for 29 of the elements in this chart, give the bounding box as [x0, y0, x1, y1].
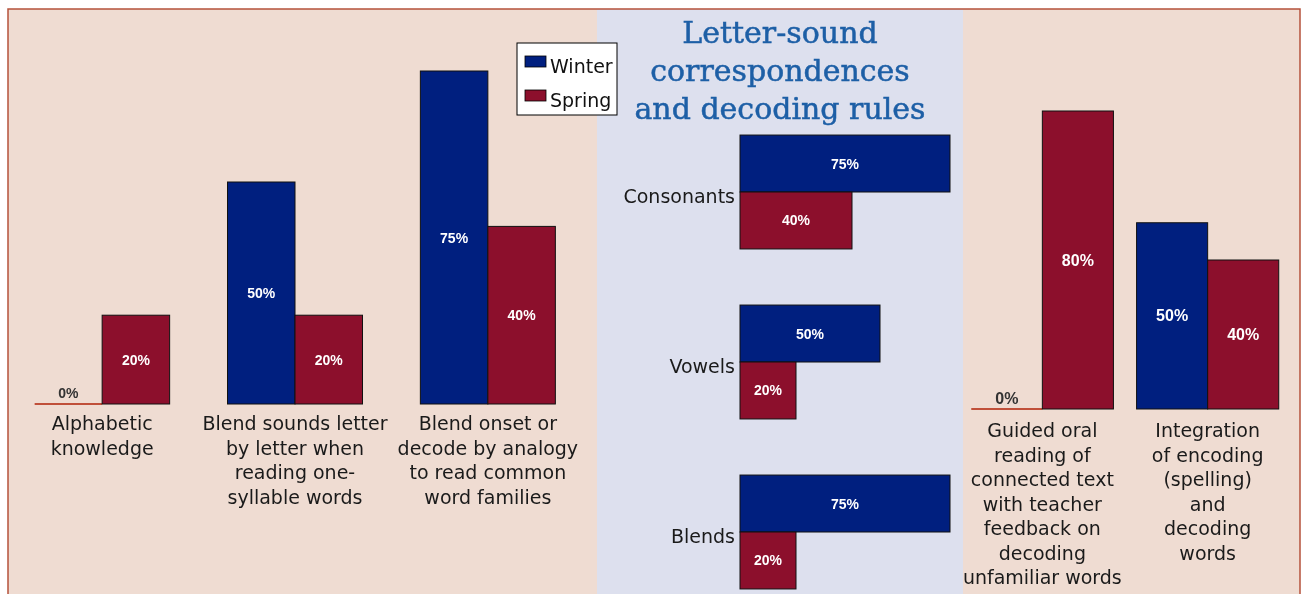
data-label: 0%	[995, 389, 1019, 407]
bar	[1041, 110, 1114, 410]
data-label: 20%	[753, 382, 783, 399]
y-tick-label: Consonants	[623, 185, 735, 207]
y-tick-label: Blends	[670, 525, 735, 547]
data-label: 75%	[440, 229, 469, 246]
data-label: 40%	[781, 212, 811, 229]
data-label: 20%	[753, 552, 783, 569]
chart-title: Letter-sound correspondences and decoding rules	[634, 15, 926, 126]
data-label: 75%	[830, 155, 860, 172]
data-label: 50%	[247, 285, 276, 301]
x-tick-label: Guided oral reading of connected text with teacher feedback on decoding unfamiliar words	[962, 419, 1122, 588]
x-tick-label: Alphabetic knowledge	[50, 412, 154, 459]
data-label: 50%	[1156, 307, 1189, 325]
data-label: 75%	[830, 495, 860, 512]
x-tick-label: Blend onset or decode by analogy to read common word families	[397, 412, 579, 508]
data-label: 20%	[314, 351, 344, 368]
legend-label: Spring	[550, 89, 612, 111]
y-tick-label: Vowels	[669, 355, 735, 377]
data-label: 50%	[795, 325, 825, 342]
data-label: 0%	[58, 385, 80, 401]
data-label: 80%	[1061, 251, 1094, 269]
data-label: 40%	[507, 307, 537, 324]
data-label: 40%	[1227, 326, 1260, 343]
x-tick-label: Integration of encoding (spelling) and decoding words	[1151, 419, 1264, 564]
bar	[101, 314, 171, 405]
legend-label: Winter	[550, 55, 613, 77]
x-tick-label: Blend sounds letter by letter when reading one- syllable words	[202, 412, 388, 508]
data-label: 20%	[121, 351, 151, 368]
